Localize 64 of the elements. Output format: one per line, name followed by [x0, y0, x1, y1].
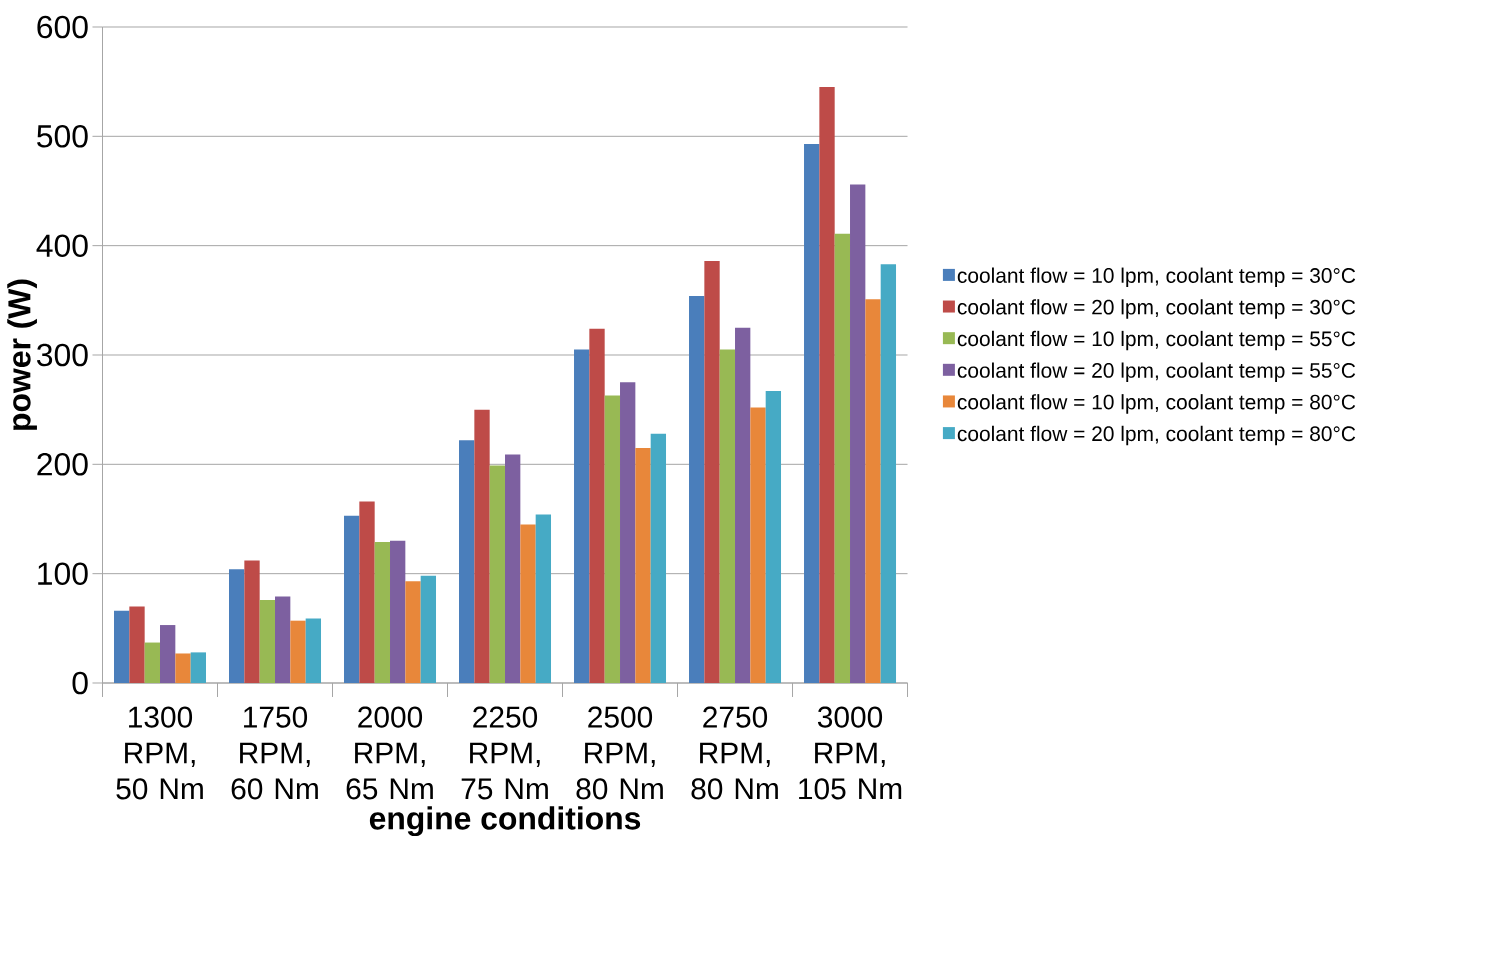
bar — [420, 575, 437, 683]
bar — [689, 295, 705, 683]
bar — [229, 569, 245, 683]
bar — [489, 465, 506, 683]
bar — [275, 596, 291, 683]
bar — [620, 382, 636, 683]
bar — [834, 233, 851, 683]
bar — [850, 184, 866, 683]
bar — [520, 524, 536, 683]
bar — [574, 349, 590, 683]
y-tick-label: 500 — [37, 125, 88, 148]
bar — [459, 440, 475, 683]
y-tick-label: 100 — [38, 562, 88, 585]
x-tick-label: 2000 RPM, 65 Nm — [346, 706, 433, 800]
bar — [114, 610, 130, 683]
bar — [589, 328, 605, 683]
bar — [144, 642, 160, 683]
x-tick-label: 2500 RPM, 80 Nm — [576, 706, 663, 800]
x-tick-label: 1750 RPM, 60 Nm — [231, 706, 318, 800]
bar — [535, 514, 552, 683]
bar — [865, 299, 881, 683]
bar — [650, 433, 667, 683]
bar — [819, 87, 835, 683]
bar — [704, 260, 720, 683]
bar — [359, 501, 375, 683]
bar — [604, 395, 621, 683]
bar — [804, 143, 820, 683]
bar — [344, 515, 360, 683]
legend-label: coolant flow = 20 lpm, coolant temp = 55°C — [957, 362, 1356, 382]
legend-label: coolant flow = 10 lpm, coolant temp = 80°C — [957, 394, 1356, 414]
bar — [735, 327, 751, 683]
bar — [474, 409, 490, 683]
bar — [190, 652, 206, 683]
legend-label: coolant flow = 10 lpm, coolant temp = 30°C — [957, 267, 1356, 288]
legend-label: coolant flow = 20 lpm, coolant temp = 30°C — [957, 299, 1356, 319]
bar — [290, 620, 306, 683]
x-tick-label: 3000 RPM, 105 Nm — [799, 706, 902, 800]
bar — [635, 447, 651, 683]
bar — [305, 618, 322, 683]
bar — [405, 581, 421, 683]
y-tick-label: 400 — [36, 234, 88, 257]
x-tick-label: 2750 RPM, 80 Nm — [691, 706, 778, 800]
bar — [175, 653, 191, 683]
legend-label: coolant flow = 20 lpm, coolant temp = 80°C — [957, 425, 1356, 446]
y-tick-label: 0 — [72, 671, 88, 695]
bar — [750, 407, 766, 683]
x-axis-title: engine conditions — [369, 806, 641, 837]
legend-label: coolant flow = 10 lpm, coolant temp = 55°C — [957, 330, 1356, 351]
bar — [244, 560, 260, 683]
bar — [160, 625, 176, 683]
bar — [129, 606, 145, 683]
bar — [505, 454, 521, 683]
bar — [719, 349, 736, 683]
y-tick-label: 600 — [37, 15, 88, 39]
y-tick-label: 300 — [37, 343, 88, 367]
y-axis-title: power (W) — [7, 279, 37, 430]
bar — [374, 541, 391, 683]
x-tick-label: 1300 RPM, 50 Nm — [116, 706, 203, 800]
y-tick-label: 200 — [37, 453, 88, 476]
bar — [259, 599, 276, 683]
bar — [880, 264, 897, 683]
bar — [765, 391, 782, 683]
bar — [390, 540, 406, 683]
x-tick-label: 2250 RPM, 75 Nm — [461, 706, 548, 800]
